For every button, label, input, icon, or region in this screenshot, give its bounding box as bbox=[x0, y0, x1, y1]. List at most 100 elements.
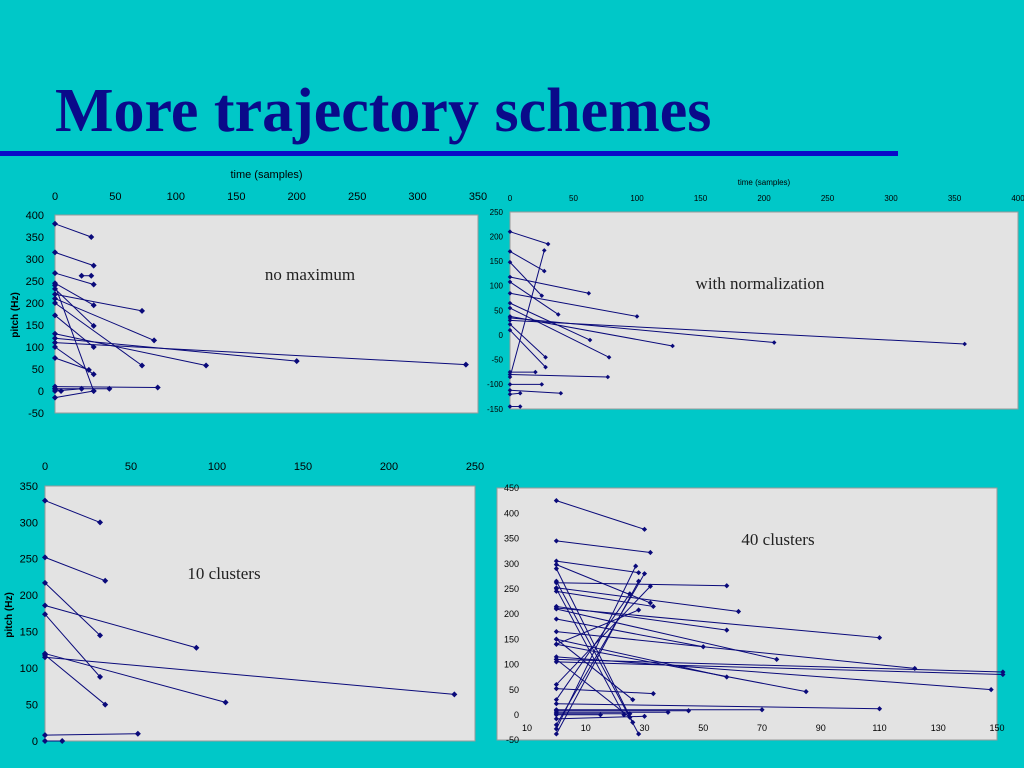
trajectory-series bbox=[52, 355, 92, 373]
y-tick-label: 50 bbox=[26, 699, 38, 711]
trajectory-line bbox=[556, 661, 1003, 675]
y-tick-label: 100 bbox=[20, 663, 38, 675]
trajectory-line bbox=[54, 342, 466, 366]
plot-area bbox=[44, 485, 476, 742]
trajectory-point bbox=[102, 577, 109, 584]
trajectory-line bbox=[556, 638, 634, 701]
trajectory-point bbox=[517, 404, 523, 409]
trajectory-point bbox=[553, 731, 559, 737]
trajectory-point bbox=[517, 390, 523, 396]
trajectory-point bbox=[507, 382, 513, 387]
y-tick-label: -50 bbox=[506, 735, 519, 745]
trajectory-point bbox=[507, 374, 513, 380]
trajectory-point bbox=[451, 691, 458, 698]
trajectory-series bbox=[52, 295, 158, 344]
trajectory-point bbox=[78, 385, 85, 392]
trajectory-point bbox=[88, 234, 95, 240]
trajectory-point bbox=[106, 385, 113, 392]
trajectory-series bbox=[507, 259, 545, 299]
trajectory-line bbox=[44, 582, 101, 636]
y-tick-label: -100 bbox=[487, 380, 504, 389]
y-tick-label: 250 bbox=[20, 554, 38, 566]
trajectory-series bbox=[507, 404, 523, 409]
trajectory-line bbox=[54, 302, 143, 366]
plot-area bbox=[54, 214, 479, 414]
trajectory-series bbox=[553, 591, 633, 703]
trajectory-line bbox=[509, 281, 559, 315]
trajectory-point bbox=[42, 602, 48, 609]
trajectory-series bbox=[553, 607, 642, 647]
trajectory-point bbox=[1000, 671, 1006, 678]
trajectory-line bbox=[556, 540, 651, 554]
trajectory-point bbox=[97, 673, 104, 680]
y-tick-label: 200 bbox=[26, 298, 44, 310]
trajectory-line bbox=[509, 276, 589, 294]
trajectory-series bbox=[52, 220, 95, 240]
y-tick-label: 350 bbox=[20, 481, 38, 493]
trajectory-point bbox=[553, 701, 559, 707]
trajectory-point bbox=[52, 270, 58, 277]
trajectory-point bbox=[553, 681, 559, 688]
trajectory-line bbox=[556, 688, 654, 695]
trajectory-series bbox=[507, 387, 564, 396]
y-tick-label: 250 bbox=[504, 584, 519, 594]
y-axis-title: pitch (Hz) bbox=[10, 292, 21, 338]
trajectory-point bbox=[507, 327, 513, 333]
y-tick-label: 300 bbox=[20, 517, 38, 529]
trajectory-point bbox=[52, 291, 58, 298]
trajectory-line bbox=[54, 390, 94, 399]
trajectory-point bbox=[507, 249, 513, 254]
trajectory-line bbox=[509, 389, 561, 394]
trajectory-point bbox=[606, 354, 612, 360]
trajectory-point bbox=[553, 641, 559, 647]
trajectory-line bbox=[555, 573, 645, 726]
trajectory-point bbox=[507, 387, 513, 393]
x-tick-label: 100 bbox=[167, 191, 185, 203]
trajectory-point bbox=[555, 312, 561, 317]
trajectory-series bbox=[507, 248, 547, 380]
trajectory-point bbox=[507, 315, 513, 321]
trajectory-line bbox=[509, 319, 965, 345]
trajectory-point bbox=[586, 290, 592, 296]
trajectory-point bbox=[42, 579, 48, 586]
y-tick-label: 250 bbox=[490, 208, 504, 217]
trajectory-series bbox=[507, 229, 551, 247]
y-tick-label: 400 bbox=[504, 508, 519, 518]
trajectory-series bbox=[52, 270, 97, 288]
trajectory-point bbox=[553, 716, 559, 722]
trajectory-point bbox=[58, 388, 65, 394]
x-tick-label: 250 bbox=[466, 461, 484, 473]
trajectory-series bbox=[52, 339, 469, 368]
y-tick-label: 0 bbox=[514, 710, 519, 720]
trajectory-series bbox=[553, 588, 656, 610]
x-tick-label: 70 bbox=[757, 723, 767, 733]
x-axis-title: time (samples) bbox=[738, 178, 791, 187]
trajectory-point bbox=[553, 558, 559, 564]
chart-annotation: with normalization bbox=[696, 274, 825, 293]
x-tick-label: 150 bbox=[294, 461, 312, 473]
y-tick-label: 50 bbox=[32, 364, 44, 376]
trajectory-point bbox=[90, 388, 97, 394]
y-tick-label: 350 bbox=[504, 534, 519, 544]
trajectory-point bbox=[90, 344, 97, 350]
trajectory-point bbox=[42, 611, 48, 618]
trajectory-point bbox=[52, 220, 58, 227]
trajectory-line bbox=[44, 556, 106, 582]
trajectory-line bbox=[556, 500, 645, 530]
trajectory-line bbox=[556, 631, 915, 669]
trajectory-point bbox=[553, 586, 559, 592]
trajectory-point bbox=[541, 268, 547, 274]
trajectory-point bbox=[647, 583, 653, 589]
y-tick-label: -50 bbox=[28, 408, 44, 420]
trajectory-point bbox=[52, 385, 58, 392]
trajectory-point bbox=[553, 578, 559, 584]
trajectory-line bbox=[556, 656, 992, 691]
trajectory-point bbox=[507, 404, 513, 409]
trajectory-point bbox=[507, 391, 513, 397]
trajectory-point bbox=[59, 738, 66, 744]
trajectory-point bbox=[539, 382, 545, 387]
trajectory-line bbox=[509, 250, 545, 378]
trajectory-point bbox=[90, 371, 97, 378]
trajectory-series bbox=[553, 498, 648, 532]
trajectory-point bbox=[641, 571, 648, 577]
